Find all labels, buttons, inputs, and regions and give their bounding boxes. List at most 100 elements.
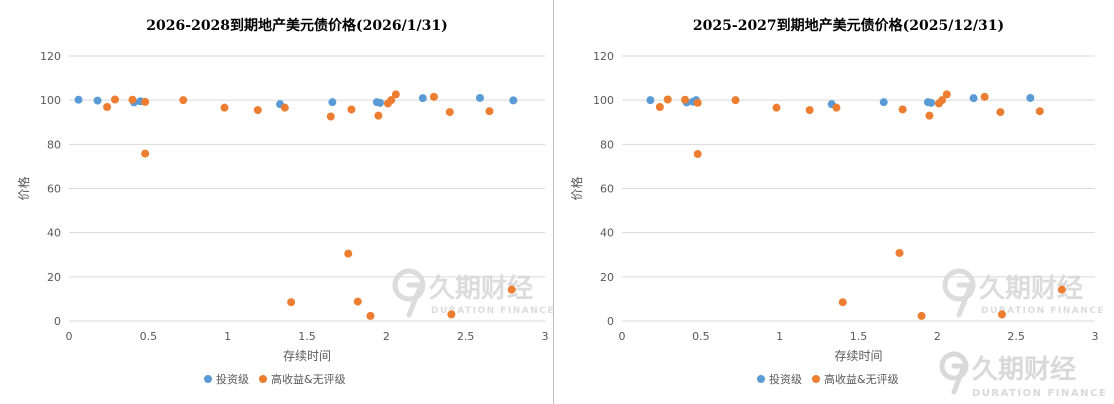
scatter-chart-right: 2025-2027到期地产美元债价格(2025/12/31) 久期财经 DURATI…	[569, 17, 1105, 386]
data-point-investment-grade	[418, 94, 427, 103]
watermark-mark-icon-1	[942, 268, 976, 318]
legend-marker	[757, 375, 765, 383]
data-point-high-yield	[141, 97, 150, 106]
data-point-high-yield	[1057, 285, 1066, 294]
data-point-high-yield	[655, 103, 664, 112]
y-axis-title: 价格	[569, 176, 584, 200]
x-tick-label: 2.5	[1007, 330, 1025, 343]
y-tick-label: 20	[47, 271, 61, 284]
data-point-high-yield	[997, 310, 1006, 319]
watermark-logo-text-0: 久期财经	[429, 273, 533, 304]
data-point-high-yield	[353, 297, 362, 306]
y-tick-label: 120	[40, 50, 61, 63]
data-point-investment-grade	[646, 96, 655, 105]
watermark-mark-icon-0	[392, 268, 426, 318]
y-tick-label: 60	[47, 183, 61, 196]
chart-panel-right: 2025-2027到期地产美元债价格(2025/12/31) 久期财经 DURATI…	[562, 0, 1114, 404]
corner-logo-group: 久期财经 DURATION FINANCE	[939, 351, 1107, 399]
x-tick-label: 1.5	[298, 330, 316, 343]
y-tick-label: 60	[600, 183, 614, 196]
data-point-high-yield	[374, 111, 383, 120]
data-point-high-yield	[693, 150, 702, 159]
data-point-high-yield	[925, 111, 934, 120]
data-point-high-yield	[141, 149, 150, 158]
data-point-high-yield	[895, 248, 904, 257]
data-point-high-yield	[898, 105, 907, 114]
data-point-high-yield	[772, 103, 781, 112]
data-point-high-yield	[917, 311, 926, 320]
data-point-high-yield	[111, 95, 120, 104]
data-point-high-yield	[128, 95, 137, 104]
y-tick-label: 0	[54, 315, 61, 328]
data-point-investment-grade	[879, 98, 888, 107]
x-tick-label: 2	[383, 330, 390, 343]
x-tick-label: 3	[542, 330, 549, 343]
data-point-high-yield	[366, 311, 375, 320]
x-axis-title: 存续时间	[834, 349, 882, 363]
legend-marker	[259, 375, 267, 383]
watermark-logo-sub-0: DURATION FINANCE	[431, 306, 553, 316]
legend-marker	[204, 375, 212, 383]
x-tick-label: 1.5	[850, 330, 868, 343]
data-point-investment-grade	[74, 95, 83, 104]
corner-logo-text: 久期财经	[972, 354, 1076, 385]
legend-label: 高收益&无评级	[824, 372, 899, 386]
data-point-high-yield	[681, 95, 690, 104]
watermark-logo-0: 久期财经 DURATION FINANCE	[392, 268, 553, 318]
x-axis-title: 存续时间	[283, 349, 331, 363]
data-point-high-yield	[347, 105, 356, 114]
watermark-logo-text-1: 久期财经	[979, 273, 1083, 304]
y-tick-label: 100	[593, 94, 614, 107]
data-point-high-yield	[832, 103, 841, 112]
data-point-high-yield	[179, 96, 188, 105]
data-point-high-yield	[344, 249, 353, 258]
data-point-high-yield	[805, 106, 814, 115]
x-tick-label: 1	[776, 330, 783, 343]
watermark-logo-sub-1: DURATION FINANCE	[981, 306, 1105, 316]
legend: 投资级 高收益&无评级	[204, 372, 346, 386]
watermark-logo-1: 久期财经 DURATION FINANCE	[942, 268, 1105, 318]
legend-label: 投资级	[216, 372, 249, 386]
x-tick-label: 3	[1092, 330, 1099, 343]
y-tick-label: 40	[47, 227, 61, 240]
scatter-chart-left: 2026-2028到期地产美元债价格(2026/1/31) 久期财经 DURATIO…	[16, 17, 553, 386]
data-point-high-yield	[731, 96, 740, 105]
data-point-high-yield	[507, 285, 516, 294]
data-point-high-yield	[838, 298, 847, 307]
y-tick-label: 40	[600, 227, 614, 240]
x-tick-label: 2	[934, 330, 941, 343]
legend: 投资级 高收益&无评级	[757, 372, 899, 386]
y-tick-label: 100	[40, 94, 61, 107]
data-point-high-yield	[996, 108, 1005, 117]
x-tick-label: 1	[224, 330, 231, 343]
data-point-high-yield	[447, 310, 456, 319]
data-point-high-yield	[663, 95, 672, 104]
chart-title: 2025-2027到期地产美元债价格(2025/12/31)	[693, 17, 1004, 34]
data-point-high-yield	[391, 90, 400, 99]
data-point-high-yield	[253, 106, 262, 115]
data-point-high-yield	[280, 103, 289, 112]
data-point-high-yield	[938, 96, 947, 105]
data-point-high-yield	[693, 98, 702, 107]
data-point-high-yield	[326, 112, 335, 121]
corner-logo-mark-icon	[939, 351, 969, 395]
corner-logo-sub: DURATION FINANCE	[972, 388, 1107, 399]
data-point-investment-grade	[475, 93, 484, 102]
chart-title: 2026-2028到期地产美元债价格(2026/1/31)	[146, 17, 447, 34]
data-point-investment-grade	[509, 96, 518, 105]
y-axis-title: 价格	[16, 176, 31, 200]
legend-label: 投资级	[769, 372, 802, 386]
data-point-investment-grade	[375, 98, 384, 107]
data-point-investment-grade	[1026, 93, 1035, 102]
data-point-investment-grade	[927, 98, 936, 107]
data-point-high-yield	[220, 103, 229, 112]
x-tick-label: 0.5	[140, 330, 158, 343]
legend-label: 高收益&无评级	[271, 372, 346, 386]
data-point-high-yield	[387, 96, 396, 105]
y-tick-label: 20	[600, 271, 614, 284]
data-point-investment-grade	[93, 96, 102, 105]
duration-finance-logo: 久期财经 DURATION FINANCE	[939, 351, 1107, 399]
y-tick-label: 0	[607, 315, 614, 328]
legend-marker	[812, 375, 820, 383]
